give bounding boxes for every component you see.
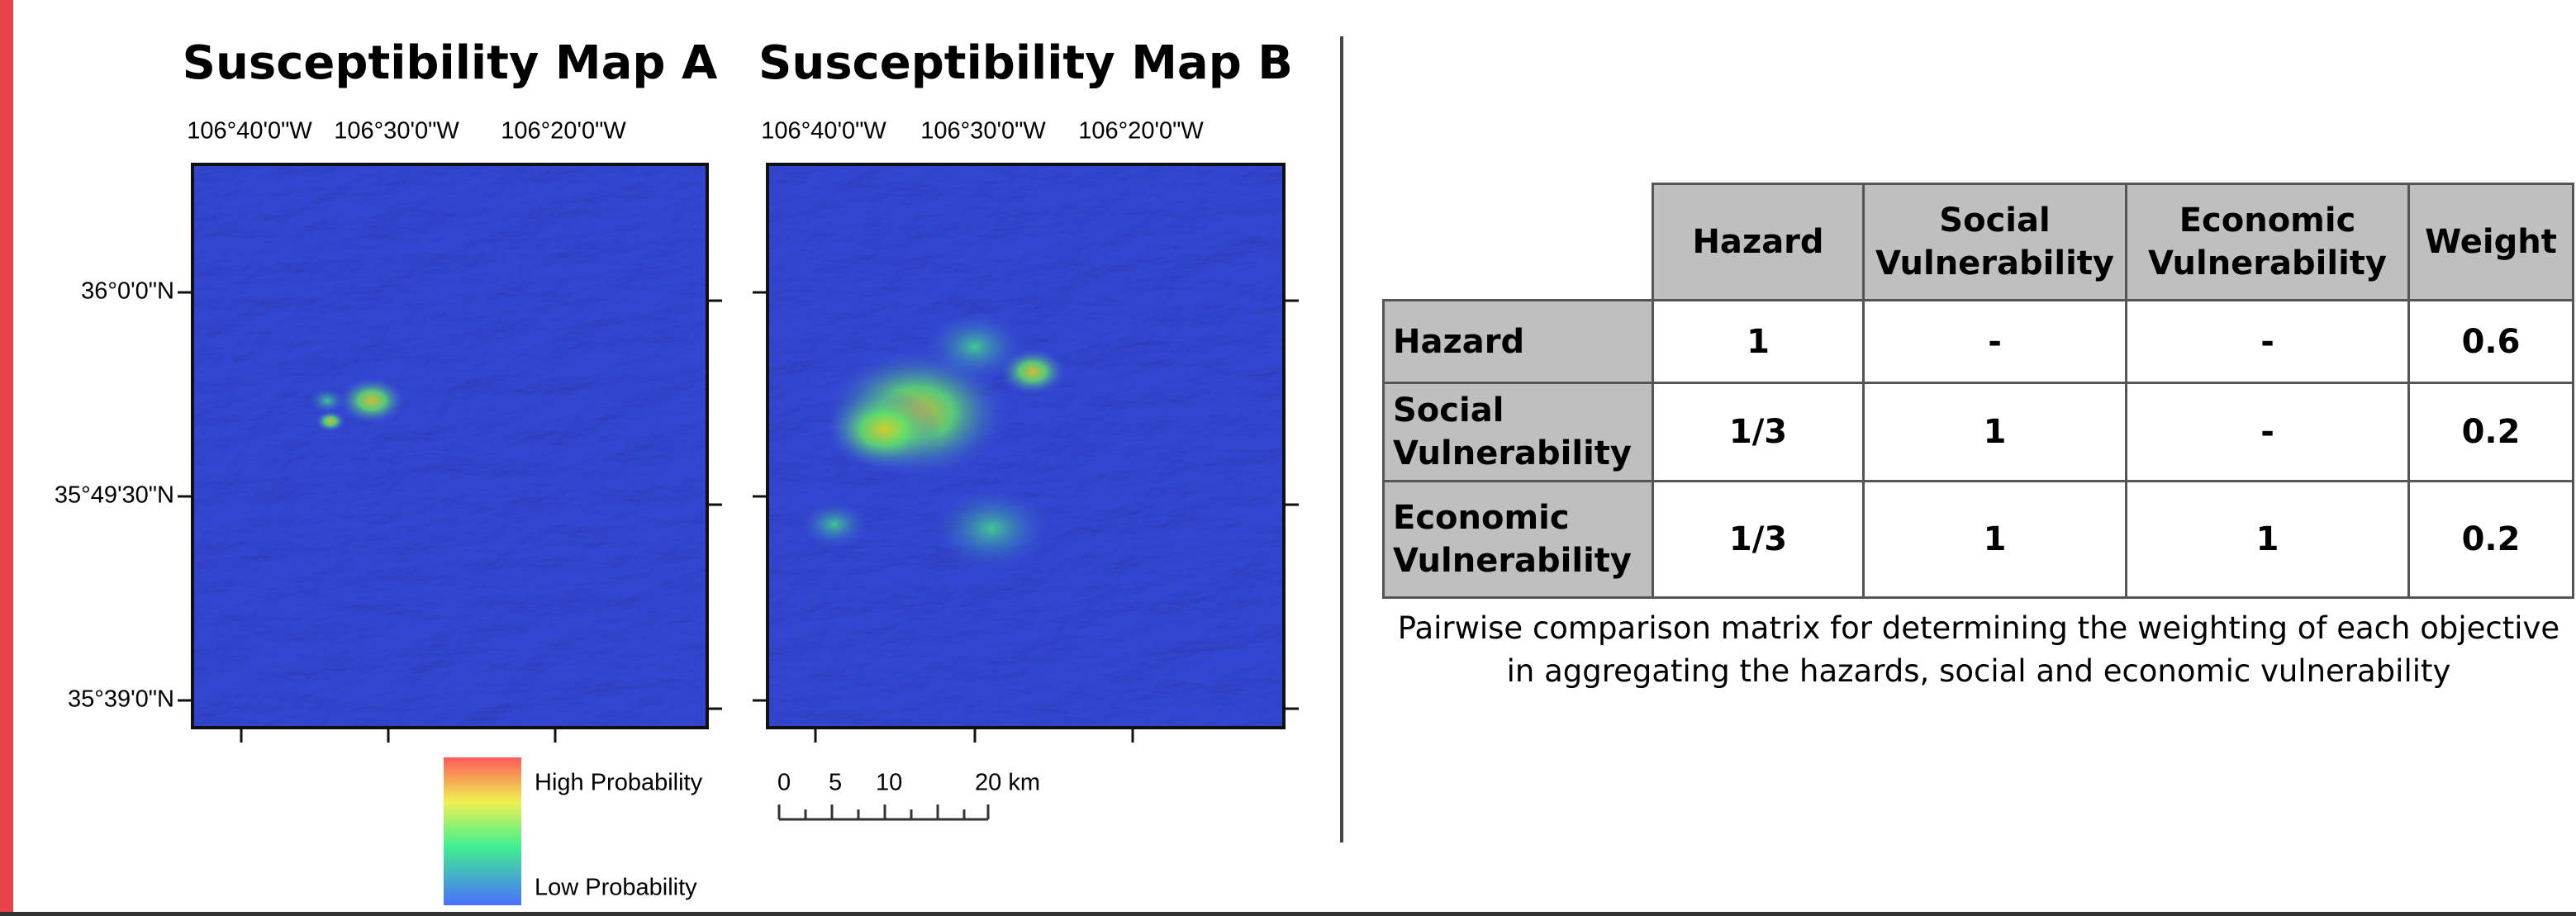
caption: Pairwise comparison matrix for determini… (1388, 607, 2569, 693)
table-cell: 0.2 (2409, 383, 2574, 482)
legend-low: Low Probability (535, 875, 697, 901)
legend-high: High Probability (535, 770, 703, 796)
table-cell: 1 (1864, 482, 2127, 598)
hotspot (339, 377, 405, 424)
table-cell: 0.2 (2409, 482, 2574, 598)
lon-label: 106°20'0"W (1078, 118, 1204, 145)
corner (1384, 184, 1653, 301)
table-cell: - (2127, 383, 2409, 482)
column-header: Economic Vulnerability (2127, 184, 2409, 301)
lon-label: 106°40'0"W (187, 118, 312, 145)
row-header: Hazard (1384, 301, 1653, 383)
row-header: Economic Vulnerability (1384, 482, 1653, 598)
scale-label: 0 (777, 770, 791, 796)
lon-label: 106°40'0"W (761, 118, 886, 145)
hotspot (934, 488, 1049, 569)
hotspot (316, 411, 345, 431)
table-cell: 0.6 (2409, 301, 2574, 383)
legend-ramp (444, 757, 521, 905)
page: Susceptibility Map A 106°40'0"W 106°30'0"W… (0, 0, 2576, 916)
column-header: Weight (2409, 184, 2574, 301)
lon-label: 106°30'0"W (334, 118, 459, 145)
table-cell: - (2127, 301, 2409, 383)
column-header: Social Vulnerability (1864, 184, 2127, 301)
map-title: Susceptibility Map A (183, 36, 718, 90)
lon-label: 106°20'0"W (501, 118, 626, 145)
lat-label: 36°0'0"N (81, 278, 174, 305)
scale-label: 5 (829, 770, 842, 796)
map-relief (192, 164, 707, 728)
table-cell: 1/3 (1653, 383, 1864, 482)
hotspot (1000, 349, 1066, 395)
table-cell: 1 (1864, 383, 2127, 482)
column-header: Hazard (1653, 184, 1864, 301)
map-title: Susceptibility Map B (758, 36, 1293, 90)
table-cell: 1 (2127, 482, 2409, 598)
hotspot (801, 501, 867, 548)
table-cell: 1/3 (1653, 482, 1864, 598)
scale-label: 10 (876, 770, 902, 796)
hotspot (309, 388, 345, 414)
maps: Susceptibility Map A 106°40'0"W 106°30'0"W… (0, 0, 1355, 916)
row-header: Social Vulnerability (1384, 383, 1653, 482)
table-cell: - (1864, 301, 2127, 383)
scale-label: 20 km (975, 770, 1040, 796)
hotspot (826, 389, 942, 470)
lon-label: 106°30'0"W (920, 118, 1046, 145)
table-cell: 1 (1653, 301, 1864, 383)
lat-label: 35°39'0"N (68, 686, 174, 713)
lat-label: 35°49'30"N (55, 482, 174, 509)
